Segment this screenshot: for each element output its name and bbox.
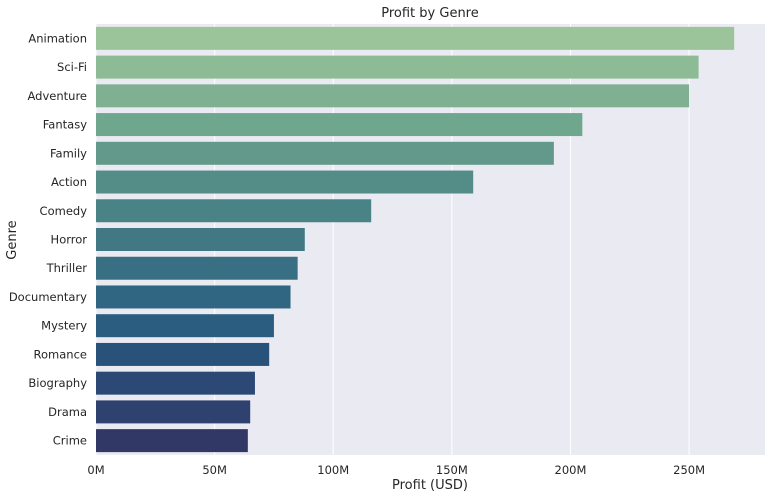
x-tick-label: 0M [87,463,104,477]
y-tick-label: Documentary [9,290,87,304]
x-tick-label: 200M [555,463,587,477]
y-tick-label: Comedy [40,204,88,218]
bar-action [96,170,474,194]
x-tick-label: 150M [436,463,468,477]
x-axis-label: Profit (USD) [392,478,468,493]
bar-thriller [96,256,298,280]
bar-documentary [96,285,291,309]
bar-comedy [96,199,372,223]
bar-crime [96,429,248,453]
bar-mystery [96,314,274,338]
bar-horror [96,228,305,251]
x-tick-labels: 0M 50M 100M 150M 200M 250M [87,463,705,477]
y-tick-label: Horror [51,233,88,247]
x-tick-label: 250M [673,463,705,477]
y-tick-labels: Animation Sci-Fi Adventure Fantasy Family Act… [9,31,87,447]
bar-biography [96,371,255,395]
x-tick-label: 100M [317,463,349,477]
y-tick-label: Fantasy [43,118,87,132]
y-tick-label: Mystery [41,319,87,333]
bar-fantasy [96,113,583,137]
bar-romance [96,342,270,366]
y-tick-label: Family [50,146,87,160]
y-tick-label: Animation [28,31,87,45]
bars [96,26,735,453]
chart-title: Profit by Genre [381,6,479,21]
y-tick-label: Adventure [28,89,87,103]
bar-family [96,141,554,165]
bar-drama [96,400,251,424]
y-tick-label: Drama [48,405,87,419]
y-axis-label: Genre [5,220,20,259]
y-tick-label: Crime [53,434,87,448]
y-tick-label: Sci-Fi [57,60,87,74]
y-tick-label: Romance [34,347,87,361]
y-tick-label: Biography [28,376,87,390]
x-tick-label: 50M [202,463,227,477]
y-tick-label: Action [51,175,87,189]
bar-adventure [96,84,690,108]
bar-animation [96,26,735,50]
y-tick-label: Thriller [46,261,88,275]
bar-sci-fi [96,55,699,79]
